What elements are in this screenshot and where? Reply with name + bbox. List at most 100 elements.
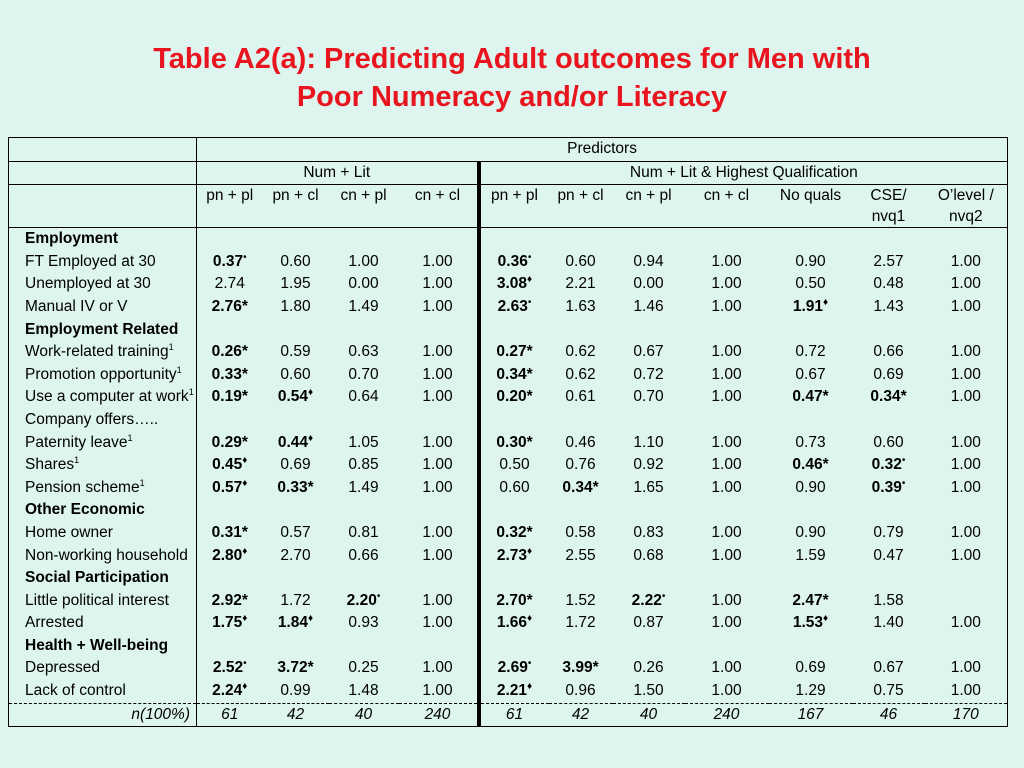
- value-text: 0.33: [277, 478, 308, 496]
- value-text: 2.52: [212, 659, 244, 677]
- significance-marker: *: [526, 388, 533, 406]
- value-text: 2.24: [212, 682, 243, 700]
- header-corner-3: [8, 184, 197, 229]
- value-cell: 1.00: [924, 680, 1009, 704]
- empty-cell: [399, 635, 479, 658]
- value-text: 0.32: [496, 523, 527, 541]
- significance-marker: *: [526, 433, 533, 451]
- value-text: 0.90: [795, 478, 826, 496]
- value-cell: 0.19*: [196, 386, 263, 409]
- value-text: 2.21: [496, 682, 528, 700]
- significance-marker: *: [526, 523, 533, 541]
- value-cell: 0.73: [769, 432, 853, 455]
- value-text: 0.32: [871, 456, 902, 474]
- row-label-text: Manual IV or V: [25, 297, 128, 315]
- value-text: 1.66: [496, 614, 528, 632]
- value-cell: 0.50: [476, 454, 549, 477]
- table-row: Company offers…..: [8, 408, 1009, 432]
- section-label: Employment Related: [8, 318, 197, 342]
- value-text: 1.65: [633, 478, 664, 496]
- value-text: 1.49: [348, 297, 379, 315]
- value-cell: 0.57♦: [196, 476, 263, 500]
- column-header: O’level / nvq2: [924, 184, 1009, 229]
- value-cell: 3.72*: [263, 657, 329, 680]
- value-text: 1.00: [950, 275, 981, 293]
- row-label: Manual IV or V: [8, 295, 197, 319]
- value-cell: 2.57: [853, 251, 925, 274]
- value-cell: 1.00: [399, 296, 479, 319]
- empty-cell: [769, 635, 853, 658]
- value-cell: [685, 409, 769, 432]
- value-text: 2.69: [497, 659, 528, 677]
- value-text: 0.46: [792, 456, 823, 474]
- title-line-1: Table A2(a): Predicting Adult outcomes f…: [153, 43, 871, 75]
- empty-cell: [924, 318, 1009, 342]
- value-text: 0.57: [280, 523, 311, 541]
- value-cell: 1.49: [329, 477, 399, 500]
- value-text: 0.66: [873, 343, 904, 361]
- value-text: 0.00: [348, 275, 379, 293]
- value-text: 1.63: [565, 297, 596, 315]
- value-cell: 1.00: [924, 295, 1009, 319]
- section-row: Employment: [8, 227, 1009, 251]
- value-cell: 1.00: [924, 454, 1009, 477]
- sample-size-cell: 42: [548, 702, 613, 728]
- column-header: cn + pl: [612, 184, 685, 229]
- header-predictors: Predictors: [195, 137, 1009, 162]
- value-text: 1.00: [711, 365, 742, 383]
- empty-cell: [476, 634, 549, 658]
- empty-cell: [769, 319, 853, 342]
- value-text: 2.55: [565, 546, 596, 564]
- value-text: 1.00: [950, 433, 981, 451]
- value-cell: 1.00: [399, 432, 479, 455]
- value-text: 1.00: [950, 659, 981, 677]
- value-text: 1.00: [711, 388, 742, 406]
- value-cell: 1.00: [399, 386, 479, 409]
- value-cell: 0.25: [329, 657, 399, 680]
- value-text: 0.20: [496, 388, 527, 406]
- value-text: 0.45: [212, 456, 243, 474]
- section-row: Employment Related: [8, 318, 1009, 342]
- value-cell: 0.57: [263, 522, 329, 545]
- value-text: 1.00: [950, 456, 981, 474]
- column-header-line1: cn + pl: [625, 187, 672, 205]
- value-text: 2.63: [497, 297, 528, 315]
- value-text: 1.00: [422, 523, 453, 541]
- value-text: 3.99: [562, 659, 593, 677]
- table-body: Employment FT Employed at 30 0.37• 0.60 1.00…: [8, 227, 1009, 728]
- value-cell: 0.90: [769, 522, 853, 545]
- value-cell: 1.00: [399, 612, 479, 635]
- sample-size-cell: 42: [262, 702, 329, 728]
- value-text: 0.47: [792, 388, 823, 406]
- value-text: 1.00: [711, 591, 742, 609]
- significance-marker: *: [241, 365, 248, 383]
- value-text: 0.33: [211, 365, 242, 383]
- value-cell: 1.66♦: [476, 612, 549, 635]
- value-cell: 0.33*: [263, 477, 329, 500]
- value-text: 0.58: [565, 523, 596, 541]
- significance-marker: *: [307, 659, 314, 677]
- footnote-marker: 1: [168, 342, 174, 352]
- value-cell: 0.44♦: [263, 432, 329, 455]
- section-row: Social Participation: [8, 567, 1009, 590]
- table-row: Home owner 0.31* 0.57 0.81 1.00 0.32* 0.58 0.83…: [8, 521, 1009, 545]
- section-row: Health + Well-being: [8, 634, 1009, 658]
- value-text: 2.73: [496, 546, 528, 564]
- value-cell: 0.00: [613, 273, 685, 296]
- value-cell: [613, 409, 685, 432]
- footnote-marker: 1: [74, 454, 80, 465]
- empty-cell: [924, 227, 1009, 251]
- empty-cell: [613, 499, 685, 522]
- value-text: 0.36: [497, 252, 528, 270]
- value-text: 0.79: [873, 523, 904, 541]
- value-cell: 0.60: [853, 432, 925, 455]
- value-cell: 1.00: [685, 545, 769, 568]
- empty-cell: [549, 567, 613, 590]
- column-header: No quals: [768, 184, 853, 229]
- value-text: 0.81: [348, 523, 379, 541]
- value-text: 1.00: [711, 252, 742, 270]
- significance-marker: ♦: [527, 545, 533, 557]
- significance-marker: •: [527, 251, 532, 263]
- value-text: 1.00: [711, 478, 742, 496]
- value-text: 0.70: [633, 388, 664, 406]
